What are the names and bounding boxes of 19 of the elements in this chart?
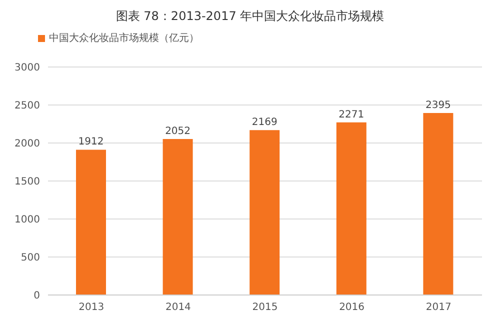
- y-tick-label: 500: [20, 252, 40, 264]
- chart-title: 图表 78：2013-2017 年中国大众化妆品市场规模: [114, 8, 386, 25]
- legend-label: 中国大众化妆品市场规模（亿元）: [48, 32, 199, 45]
- y-tick-label: 1000: [14, 214, 40, 226]
- x-tick-label: 2014: [165, 302, 191, 314]
- y-tick-label: 2000: [14, 138, 40, 150]
- data-label: 1912: [78, 136, 104, 148]
- data-label: 2271: [338, 109, 364, 120]
- data-label: 2052: [165, 126, 191, 138]
- x-tick-label: 2017: [426, 302, 452, 314]
- y-tick-label: 1500: [14, 176, 40, 188]
- y-tick-label: 2500: [14, 100, 40, 112]
- y-tick-label: 3000: [14, 62, 40, 74]
- x-tick-label: 2013: [78, 302, 104, 314]
- data-label: 2395: [425, 100, 451, 111]
- data-label: 2169: [252, 117, 278, 128]
- x-tick-label: 2015: [252, 302, 278, 314]
- y-tick-label: 0: [34, 290, 40, 302]
- x-tick-label: 2016: [339, 302, 365, 314]
